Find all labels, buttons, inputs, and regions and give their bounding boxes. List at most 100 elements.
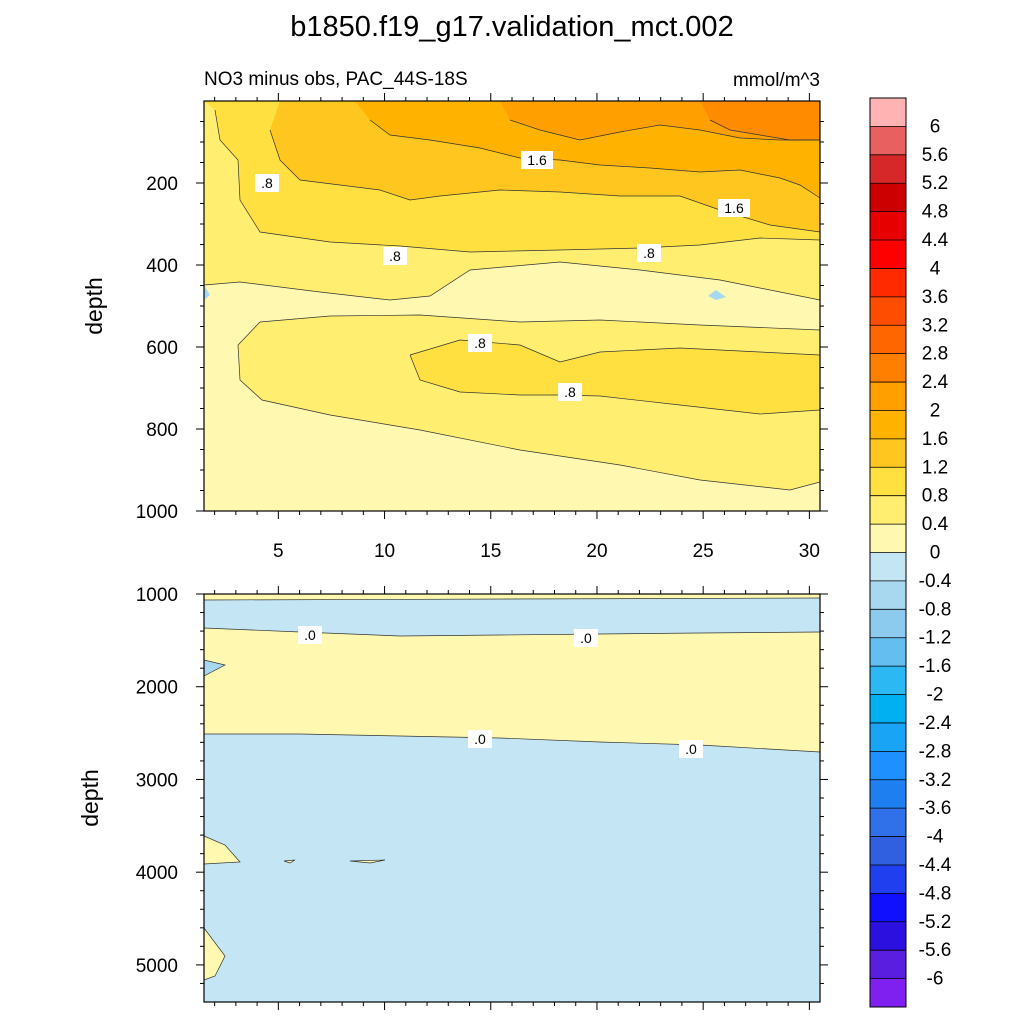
colorbar-swatch	[870, 978, 906, 1008]
upper-negative-patch-2	[708, 290, 726, 300]
colorbar-swatch	[870, 808, 906, 837]
colorbar-swatch	[870, 183, 906, 212]
contour-label: .0	[468, 730, 492, 748]
colorbar-label: -3.6	[919, 798, 952, 819]
colorbar: 6 5.6 5.2 4.8 4.4 4 3.6 3.2 2.8 2.4 2 1.6 1.2 0.8 0.4 0…	[869, 97, 952, 1008]
colorbar-swatch	[870, 552, 906, 582]
contour-label: .8	[255, 174, 279, 192]
colorbar-label: -4.8	[919, 883, 952, 904]
colorbar-label: 2.4	[922, 372, 949, 393]
y-tick-label: 800	[146, 420, 178, 441]
colorbar-label: 3.2	[922, 315, 948, 336]
contour-label: .0	[679, 740, 703, 758]
contour-label: 1.6	[521, 151, 553, 169]
svg-text:.0: .0	[304, 627, 316, 643]
colorbar-swatch	[870, 438, 906, 468]
colorbar-label: 5.6	[922, 145, 948, 166]
colorbar-label: -2	[927, 685, 944, 706]
colorbar-swatch	[870, 240, 906, 269]
svg-text:1.6: 1.6	[724, 200, 744, 216]
x-tick-label: 10	[374, 541, 395, 562]
lower-fill	[204, 594, 820, 1002]
colorbar-label: 1.2	[922, 457, 948, 478]
y-tick-label: 5000	[136, 956, 178, 977]
colorbar-swatch	[870, 467, 906, 496]
svg-text:.0: .0	[474, 731, 486, 747]
colorbar-label: 6	[930, 116, 941, 137]
x-tick-label: 15	[480, 541, 501, 562]
contour-label: .0	[574, 629, 598, 647]
upper-fill	[204, 101, 820, 511]
colorbar-frame	[869, 97, 907, 1008]
colorbar-label: -0.4	[919, 571, 952, 592]
subtitle-right: mmol/m^3	[733, 70, 820, 91]
colorbar-swatch	[870, 637, 906, 667]
colorbar-swatch	[870, 296, 906, 326]
colorbar-label: 4.8	[922, 202, 948, 223]
colorbar-swatch	[870, 694, 906, 724]
y-tick-label: 200	[146, 174, 178, 195]
colorbar-label: 0	[930, 543, 941, 564]
colorbar-swatch	[870, 353, 906, 383]
colorbar-swatch	[870, 751, 906, 781]
colorbar-swatch	[870, 211, 906, 241]
svg-text:1.6: 1.6	[527, 152, 547, 168]
lower-positive-low	[204, 836, 240, 864]
upper-panel: 5 10 15 20 25 30 200 400 600 800 1000 .8 1.6 .8 1.…	[81, 93, 828, 562]
subtitle-left: NO3 minus obs, PAC_44S-18S	[204, 69, 468, 90]
colorbar-label: 4.4	[922, 230, 949, 251]
svg-text:.8: .8	[261, 175, 273, 191]
colorbar-label: -2.8	[919, 741, 952, 762]
y-tick-label: 1000	[136, 585, 178, 606]
colorbar-label: 3.6	[922, 287, 948, 308]
upper-contour-labels: .8 1.6 .8 1.6 .8 .8 .8	[255, 151, 750, 401]
colorbar-swatch	[870, 268, 906, 298]
colorbar-swatch	[870, 864, 906, 894]
colorbar-swatch	[870, 722, 906, 752]
upper-band-08-mid	[410, 340, 820, 414]
colorbar-label: -0.8	[919, 599, 952, 620]
lower-positive-deep	[204, 928, 225, 980]
colorbar-label: -4	[927, 827, 944, 848]
y-tick-label: 600	[146, 338, 178, 359]
upper-contours	[204, 109, 820, 491]
svg-text:.8: .8	[389, 248, 401, 264]
x-tick-label: 20	[586, 541, 607, 562]
colorbar-label: -2.4	[919, 713, 952, 734]
colorbar-swatch	[870, 495, 906, 525]
colorbar-swatch	[870, 382, 906, 411]
figure-title: b1850.f19_g17.validation_mct.002	[290, 11, 733, 43]
colorbar-label: -3.2	[919, 770, 952, 791]
colorbar-swatch	[870, 410, 906, 440]
lower-contour-labels: .0 .0 .0 .0	[298, 626, 703, 758]
y-tick-label: 2000	[136, 678, 178, 699]
colorbar-swatch	[870, 154, 906, 184]
colorbar-label: 2.8	[922, 344, 948, 365]
colorbar-swatch	[870, 836, 906, 866]
colorbar-label: -5.6	[919, 940, 952, 961]
upper-negative-patch	[204, 285, 210, 300]
upper-ylabel: depth	[81, 277, 107, 335]
colorbar-swatch	[870, 921, 906, 951]
x-tick-label: 30	[799, 541, 820, 562]
colorbar-label: -1.2	[919, 628, 952, 649]
colorbar-label: -1.6	[919, 656, 952, 677]
colorbar-swatch	[870, 126, 906, 156]
lower-positive-mid	[204, 628, 820, 752]
lower-ticks: 1000 2000 3000 4000 5000	[136, 585, 828, 1010]
svg-text:.0: .0	[580, 630, 592, 646]
contour-label: .8	[383, 247, 407, 265]
y-tick-label: 400	[146, 256, 178, 277]
svg-text:.8: .8	[643, 245, 655, 261]
colorbar-swatch	[870, 779, 906, 809]
y-tick-label: 1000	[136, 502, 178, 523]
y-tick-label: 4000	[136, 863, 178, 884]
colorbar-label: 1.6	[922, 429, 948, 450]
svg-text:.8: .8	[564, 384, 576, 400]
colorbar-swatch	[870, 666, 906, 695]
colorbar-swatch	[870, 893, 906, 923]
svg-text:.0: .0	[685, 741, 697, 757]
colorbar-label: 4	[930, 258, 941, 279]
colorbar-label: -4.4	[919, 855, 952, 876]
contour-label: .8	[558, 383, 582, 401]
